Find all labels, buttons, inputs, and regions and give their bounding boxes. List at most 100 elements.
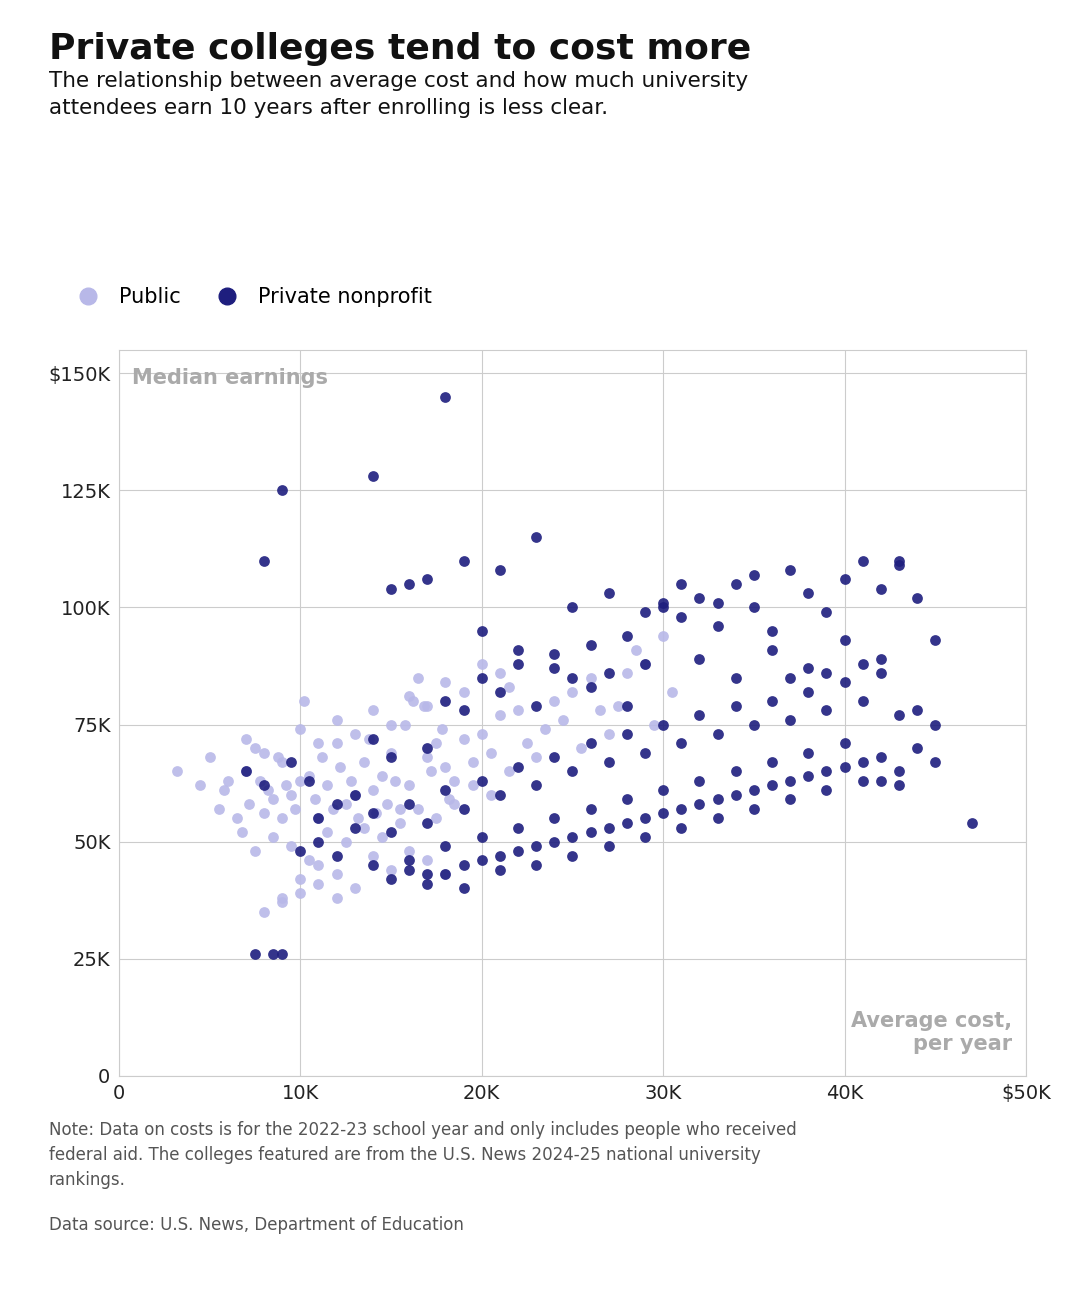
Point: [727, 784, 744, 805]
Point: [555, 709, 572, 730]
Point: [419, 569, 436, 590]
Point: [238, 728, 255, 749]
Point: [854, 770, 872, 791]
Point: [300, 770, 318, 791]
Point: [636, 743, 653, 763]
Point: [436, 673, 454, 693]
Point: [364, 845, 381, 866]
Point: [255, 804, 272, 824]
Point: [446, 793, 463, 814]
Point: [799, 658, 816, 679]
Point: [673, 798, 690, 819]
Point: [292, 719, 309, 740]
Point: [306, 789, 323, 810]
Point: [564, 761, 581, 781]
Point: [201, 746, 218, 767]
Point: [564, 827, 581, 848]
Text: The relationship between average cost and how much university
attendees earn 10 : The relationship between average cost an…: [49, 71, 747, 118]
Point: [764, 621, 781, 642]
Point: [364, 700, 381, 721]
Point: [582, 798, 599, 819]
Text: Average cost,
per year: Average cost, per year: [851, 1011, 1012, 1054]
Point: [238, 761, 255, 781]
Point: [591, 700, 608, 721]
Point: [600, 752, 618, 772]
Point: [401, 841, 418, 862]
Point: [396, 714, 414, 735]
Point: [545, 831, 563, 851]
Point: [246, 737, 264, 758]
Point: [401, 859, 418, 880]
Point: [404, 691, 421, 712]
Point: [310, 854, 327, 875]
Point: [708, 789, 726, 810]
Point: [419, 850, 436, 871]
Point: [428, 732, 445, 753]
Point: [168, 761, 186, 781]
Point: [646, 714, 663, 735]
Point: [708, 807, 726, 828]
Point: [836, 673, 853, 693]
Point: [799, 743, 816, 763]
Point: [409, 798, 427, 819]
Point: [545, 691, 563, 712]
Point: [273, 752, 291, 772]
Point: [473, 770, 490, 791]
Point: [433, 719, 450, 740]
Point: [342, 770, 360, 791]
Point: [727, 761, 744, 781]
Point: [636, 807, 653, 828]
Point: [455, 700, 472, 721]
Point: [818, 780, 835, 801]
Point: [582, 667, 599, 688]
Point: [464, 752, 482, 772]
Point: [491, 560, 509, 581]
Point: [500, 761, 517, 781]
Point: [382, 746, 400, 767]
Point: [600, 818, 618, 839]
Point: [782, 667, 799, 688]
Point: [401, 574, 418, 595]
Point: [854, 752, 872, 772]
Point: [609, 696, 626, 717]
Point: [219, 770, 237, 791]
Text: Note: Data on costs is for the 2022-23 school year and only includes people who : Note: Data on costs is for the 2022-23 s…: [49, 1121, 796, 1188]
Point: [782, 560, 799, 581]
Point: [908, 737, 926, 758]
Point: [215, 780, 232, 801]
Point: [818, 761, 835, 781]
Point: [764, 752, 781, 772]
Point: [455, 728, 472, 749]
Point: [419, 864, 436, 885]
Point: [319, 822, 336, 842]
Point: [286, 798, 303, 819]
Point: [419, 746, 436, 767]
Point: [564, 682, 581, 702]
Point: [382, 822, 400, 842]
Point: [382, 578, 400, 599]
Point: [510, 841, 527, 862]
Point: [927, 752, 944, 772]
Point: [618, 789, 635, 810]
Point: [764, 639, 781, 660]
Point: [415, 696, 432, 717]
Point: [873, 648, 890, 669]
Legend: Public, Private nonprofit: Public, Private nonprofit: [59, 279, 441, 315]
Point: [328, 845, 346, 866]
Point: [273, 892, 291, 912]
Point: [673, 607, 690, 627]
Point: [627, 639, 645, 660]
Point: [355, 752, 373, 772]
Point: [355, 818, 373, 839]
Point: [582, 822, 599, 842]
Point: [401, 793, 418, 814]
Point: [545, 807, 563, 828]
Point: [527, 836, 544, 857]
Point: [673, 818, 690, 839]
Point: [799, 682, 816, 702]
Point: [436, 864, 454, 885]
Point: [361, 728, 378, 749]
Point: [310, 831, 327, 851]
Point: [908, 700, 926, 721]
Point: [374, 827, 391, 848]
